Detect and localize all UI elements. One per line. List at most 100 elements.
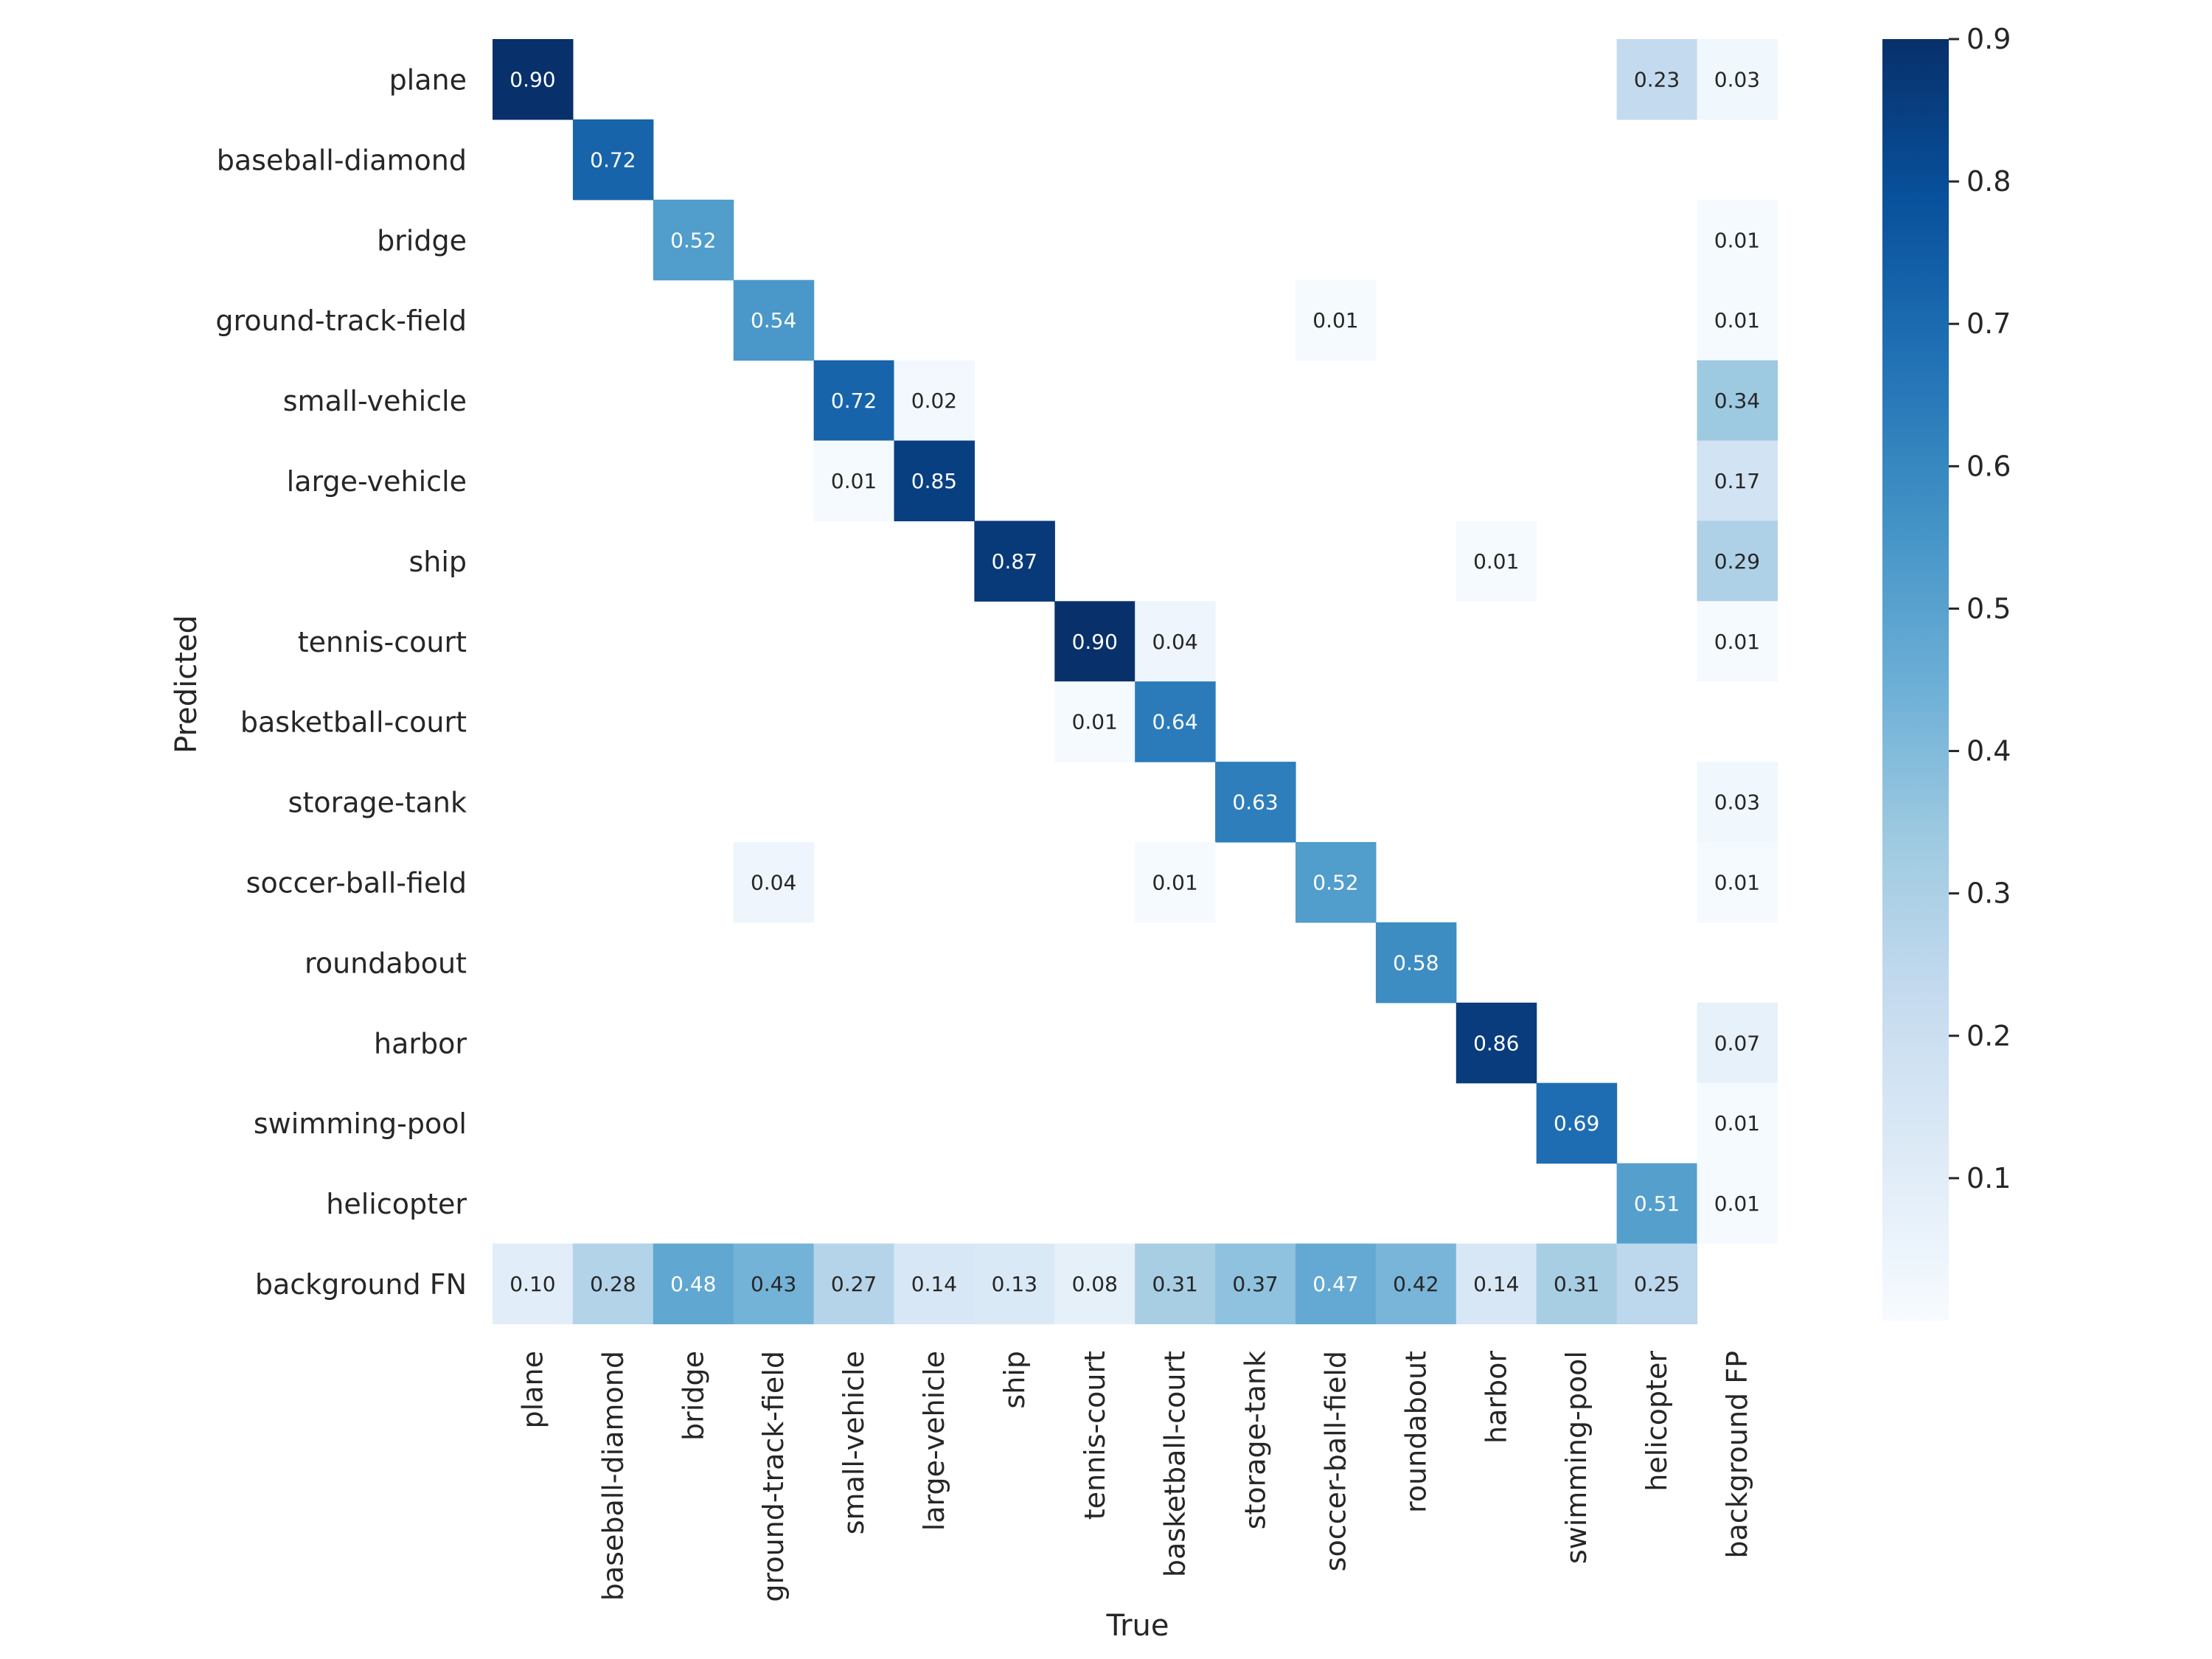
cell-value-label: 0.63 — [1232, 790, 1278, 815]
heatmap-cell — [1616, 1243, 1698, 1324]
y-tick-label: helicopter — [326, 1188, 467, 1220]
heatmap-cell — [1697, 360, 1778, 442]
cell-value-label: 0.14 — [911, 1272, 957, 1296]
y-tick-label: basketball-court — [240, 706, 467, 739]
heatmap-cell — [1375, 1243, 1457, 1324]
cell-value-label: 0.37 — [1232, 1272, 1278, 1296]
heatmap-cell — [1616, 1163, 1698, 1245]
cell-value-label: 0.28 — [590, 1272, 636, 1296]
heatmap-cell — [1135, 1243, 1216, 1324]
y-tick-label: small-vehicle — [283, 385, 467, 417]
colorbar-tick-label: 0.1 — [1966, 1162, 2011, 1194]
heatmap-cell — [1135, 681, 1216, 762]
x-tick-label: bridge — [677, 1351, 709, 1441]
cell-value-label: 0.03 — [1714, 790, 1760, 815]
cell-value-label: 0.17 — [1714, 469, 1760, 493]
x-tick-label: basketball-court — [1159, 1351, 1192, 1577]
cell-value-label: 0.10 — [509, 1272, 555, 1296]
cell-value-label: 0.72 — [590, 147, 636, 172]
heatmap-cell — [572, 1243, 654, 1324]
y-tick-label: roundabout — [305, 947, 467, 979]
cell-value-label: 0.01 — [831, 469, 877, 493]
cell-value-label: 0.04 — [751, 870, 796, 894]
heatmap-cell — [1054, 681, 1135, 762]
heatmap-cell — [1455, 521, 1537, 602]
heatmap-cell — [1455, 1002, 1537, 1084]
y-tick-label: ship — [408, 546, 467, 578]
y-tick-label: storage-tank — [288, 787, 467, 819]
cell-value-label: 0.01 — [1714, 308, 1760, 333]
heatmap-cell — [1697, 842, 1778, 923]
heatmap-cell — [653, 199, 734, 281]
x-tick-label: harbor — [1480, 1351, 1512, 1444]
x-tick-label: soccer-ball-field — [1319, 1351, 1352, 1571]
cell-value-label: 0.31 — [1152, 1272, 1197, 1296]
x-tick-label: tennis-court — [1079, 1351, 1111, 1520]
heatmap-cell — [733, 1243, 815, 1324]
heatmap-cell — [493, 39, 574, 120]
cell-value-label: 0.03 — [1714, 67, 1760, 91]
cell-value-label: 0.42 — [1393, 1272, 1439, 1296]
x-tick-label: ground-track-field — [757, 1351, 790, 1602]
heatmap-cell — [1697, 1002, 1778, 1084]
y-tick-label: swimming-pool — [254, 1107, 467, 1140]
cell-value-label: 0.25 — [1634, 1272, 1680, 1296]
colorbar-ticks: 0.1 0.2 0.3 0.4 0.5 0.6 0.7 0.8 0.9 — [1949, 23, 2011, 1194]
x-tick-label: storage-tank — [1239, 1351, 1272, 1529]
heatmap-cell — [1616, 39, 1698, 120]
heatmap-cells: 0.90 0.23 0.03 0.72 0.52 0.01 0.54 0.01 0.01 0.72… — [493, 39, 1778, 1324]
x-tick-label: roundabout — [1399, 1351, 1432, 1513]
x-tick-label: helicopter — [1641, 1351, 1673, 1492]
heatmap-cell — [1215, 1243, 1296, 1324]
heatmap-cell — [813, 1243, 895, 1324]
cell-value-label: 0.43 — [751, 1272, 796, 1296]
y-tick-label: baseball-diamond — [217, 144, 467, 176]
y-tick-label: bridge — [377, 224, 467, 257]
cell-value-label: 0.14 — [1473, 1272, 1519, 1296]
cell-value-label: 0.01 — [1714, 870, 1760, 894]
heatmap-cell — [1697, 440, 1778, 521]
colorbar-tick-label: 0.4 — [1966, 735, 2011, 768]
heatmap-cell — [1697, 1082, 1778, 1164]
cell-value-label: 0.01 — [1312, 308, 1358, 333]
heatmap-cell — [572, 119, 654, 201]
colorbar-tick-label: 0.3 — [1966, 877, 2011, 910]
heatmap-cell — [1697, 601, 1778, 682]
cell-value-label: 0.58 — [1393, 950, 1439, 975]
x-tick-label: swimming-pool — [1560, 1351, 1593, 1564]
x-tick-label: large-vehicle — [918, 1351, 950, 1531]
heatmap-cell — [1697, 1163, 1778, 1245]
heatmap-cell — [1054, 601, 1135, 682]
heatmap-cell — [1697, 762, 1778, 843]
cell-value-label: 0.01 — [1714, 1192, 1760, 1216]
heatmap-cell — [1135, 601, 1216, 682]
cell-value-label: 0.69 — [1554, 1111, 1599, 1135]
heatmap-cell — [1295, 842, 1377, 923]
cell-value-label: 0.52 — [670, 228, 716, 252]
x-tick-label: background FP — [1721, 1351, 1753, 1559]
cell-value-label: 0.01 — [1714, 1111, 1760, 1135]
heatmap-cell — [974, 1243, 1055, 1324]
heatmap-cell — [1697, 199, 1778, 281]
y-tick-label: tennis-court — [298, 626, 467, 658]
heatmap-cell — [1455, 1243, 1537, 1324]
y-tick-label: ground-track-field — [215, 305, 467, 337]
cell-value-label: 0.08 — [1072, 1272, 1118, 1296]
heatmap-cell — [894, 440, 975, 521]
cell-value-label: 0.02 — [911, 389, 957, 413]
x-tick-label: baseball-diamond — [597, 1351, 629, 1601]
y-tick-label: harbor — [374, 1027, 467, 1060]
colorbar — [1882, 39, 1949, 1321]
x-axis-label: True — [1106, 1609, 1169, 1643]
y-tick-label: soccer-ball-field — [246, 866, 467, 899]
heatmap-cell — [653, 1243, 734, 1324]
cell-value-label: 0.51 — [1634, 1192, 1680, 1216]
cell-value-label: 0.52 — [1312, 870, 1358, 894]
y-tick-label: background FN — [255, 1268, 467, 1301]
heatmap-cell — [1697, 279, 1778, 361]
cell-value-label: 0.01 — [1714, 630, 1760, 654]
cell-value-label: 0.85 — [911, 469, 957, 493]
x-tick-labels: plane baseball-diamond bridge ground-track-… — [516, 1351, 1753, 1602]
cell-value-label: 0.86 — [1473, 1031, 1519, 1055]
